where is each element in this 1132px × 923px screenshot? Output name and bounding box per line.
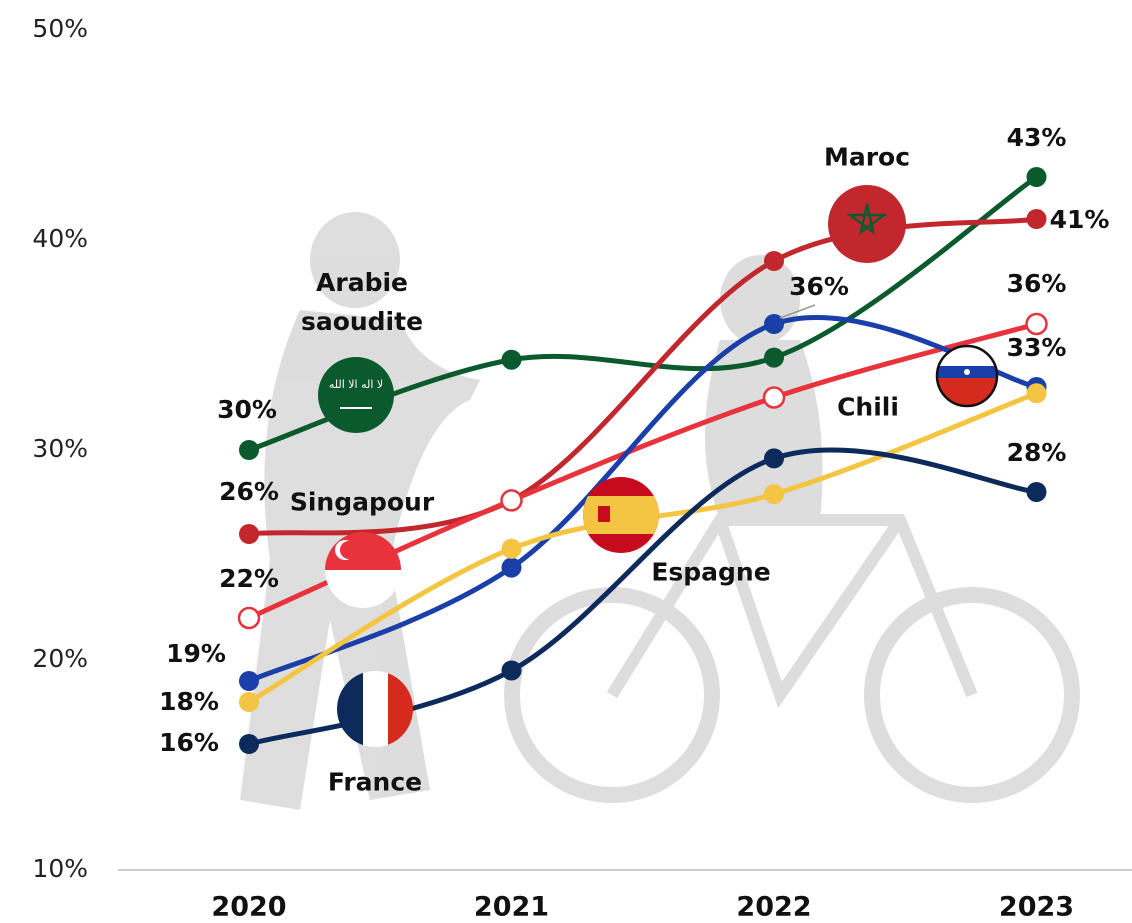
data-point [239,734,259,754]
data-point [1026,383,1047,404]
data-point [239,692,259,712]
data-point [764,347,784,368]
data-label: 19% [166,639,226,668]
x-tick-label: 2022 [736,892,811,923]
data-point [501,349,522,370]
data-label: 16% [159,728,219,757]
data-label: 30% [217,395,277,424]
data-label: 22% [219,564,279,593]
data-point [1026,209,1047,229]
data-point [239,524,259,544]
y-tick-label: 10% [32,854,88,883]
data-point [1026,167,1047,187]
series-line [248,216,1037,537]
data-label: 36% [789,272,849,301]
data-label: 26% [219,477,279,506]
x-tick-label: 2021 [474,892,549,923]
y-tick-label: 40% [32,224,88,253]
data-point [1026,482,1047,502]
data-label: 36% [1007,269,1067,298]
data-point [764,484,784,505]
data-point [1025,312,1048,336]
series-name: Chili [837,392,899,422]
series-name: Arabie saoudite [300,268,424,336]
svg-text:ﻻ اله الا الله: ﻻ اله الا الله [329,378,383,391]
leader-line [779,304,816,319]
series-name: Maroc [823,142,911,172]
data-point [764,314,784,334]
data-point [239,671,259,691]
series-line [248,314,1038,684]
data-label: 41% [1050,205,1110,234]
flag-morocco [828,185,906,263]
data-point [501,538,522,559]
data-label: 33% [1007,333,1067,362]
series-name: France [327,767,423,797]
series-name: Singapour [289,487,435,517]
data-point [762,386,786,409]
flag-spain [583,477,659,553]
data-label: 43% [1007,123,1067,152]
data-point [239,440,259,460]
data-point [501,557,522,578]
data-label: 28% [1007,438,1067,467]
flag-france [337,671,413,747]
flag-singapore [325,532,401,608]
data-point [501,660,522,681]
y-tick-label: 30% [32,434,88,463]
data-point [764,448,784,469]
series-name: Espagne [651,557,771,587]
y-tick-label: 20% [32,644,88,673]
data-point [237,606,261,630]
data-label: 18% [159,687,219,716]
data-point [500,489,523,512]
y-tick-label: 50% [32,14,88,43]
x-tick-label: 2020 [211,892,286,923]
flag-saudi: ﻻ اله الا الله [318,357,394,433]
data-point [764,251,784,271]
x-tick-label: 2023 [999,892,1074,923]
